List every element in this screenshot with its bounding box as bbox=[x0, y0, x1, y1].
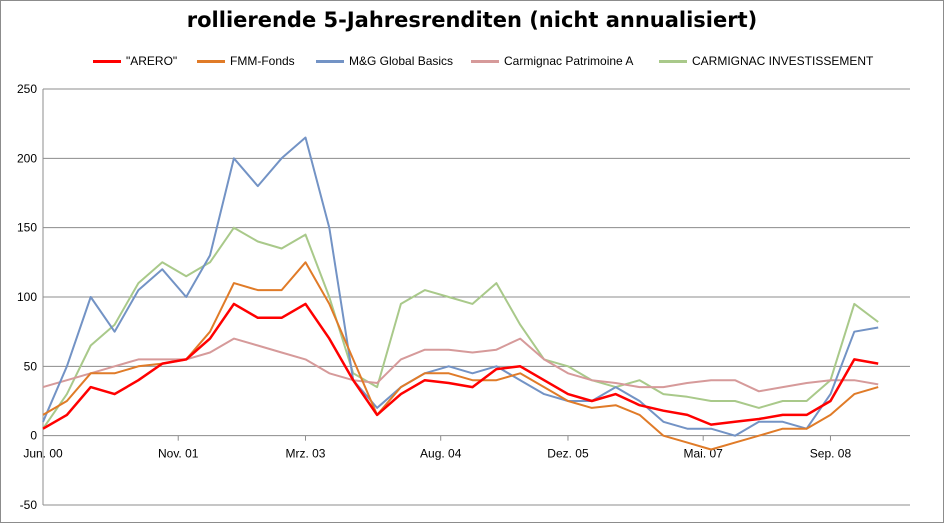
y-tick-label: 0 bbox=[30, 429, 37, 443]
legend-label-patrimoine: Carmignac Patrimoine A bbox=[504, 54, 634, 68]
y-tick-label: 250 bbox=[17, 82, 37, 96]
y-tick-label: 50 bbox=[24, 359, 38, 373]
legend-label-arero: "ARERO" bbox=[126, 54, 178, 68]
x-tick-label: Nov. 01 bbox=[158, 447, 199, 461]
series-line-investissement bbox=[42, 226, 879, 430]
legend-swatch-patrimoine bbox=[471, 60, 499, 63]
legend-label-mg: M&G Global Basics bbox=[349, 54, 454, 68]
series-line-fmm bbox=[42, 261, 879, 451]
x-tick-label: Jun. 00 bbox=[23, 447, 63, 461]
legend-swatch-arero bbox=[93, 60, 121, 63]
x-tick-label: Mrz. 03 bbox=[285, 447, 325, 461]
x-tick-label: Sep. 08 bbox=[810, 447, 852, 461]
x-tick-label: Aug. 04 bbox=[420, 447, 462, 461]
legend: "ARERO" FMM-Fonds M&G Global Basics Carm… bbox=[0, 52, 944, 72]
legend-swatch-investissement bbox=[659, 60, 687, 63]
y-tick-label: 100 bbox=[17, 290, 37, 304]
legend-swatch-mg bbox=[316, 60, 344, 63]
legend-label-investissement: CARMIGNAC INVESTISSEMENT bbox=[692, 54, 874, 68]
series-line-patrimoine bbox=[42, 337, 879, 393]
series-line-arero bbox=[42, 302, 879, 430]
y-tick-label: -50 bbox=[20, 498, 38, 512]
chart-title: rollierende 5-Jahresrenditen (nicht annu… bbox=[186, 8, 758, 32]
x-tick-label: Mai. 07 bbox=[684, 447, 724, 461]
legend-label-fmm: FMM-Fonds bbox=[230, 54, 295, 68]
y-tick-label: 200 bbox=[17, 151, 37, 165]
series-line-mg bbox=[42, 136, 879, 437]
legend-swatch-fmm bbox=[197, 60, 225, 63]
x-tick-label: Dez. 05 bbox=[547, 447, 589, 461]
y-tick-label: 150 bbox=[17, 221, 37, 235]
